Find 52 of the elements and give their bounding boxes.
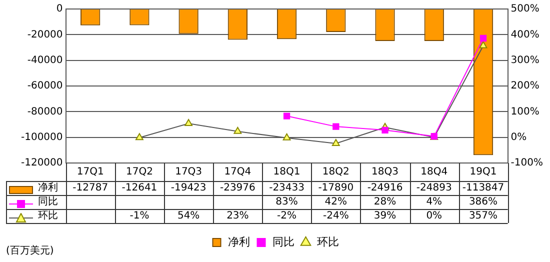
legend-label: 净利 <box>38 182 58 194</box>
y-tick-label: -100000 <box>20 132 63 143</box>
y2-tick-label: 100% <box>510 106 540 118</box>
data-label: 28% <box>374 196 396 208</box>
y-tick-label: -20000 <box>27 29 63 40</box>
legend-label: 环比 <box>316 235 339 248</box>
x-tick-label: 18Q4 <box>420 166 448 178</box>
data-label: -2% <box>277 210 297 222</box>
data-label: -23976 <box>220 182 256 194</box>
data-label: 54% <box>177 210 200 222</box>
text: (百万美元) <box>6 244 54 257</box>
data-label: -12641 <box>122 182 158 194</box>
y-tick-label: -60000 <box>27 80 63 92</box>
x-tick-label: 18Q3 <box>372 166 399 178</box>
text: 同比 <box>38 196 58 208</box>
y-tick-label: -80000 <box>27 106 63 118</box>
y-tick-label: -40000 <box>27 54 63 66</box>
data-label: -24916 <box>367 182 403 194</box>
y2-tick-label: 200% <box>510 80 540 92</box>
x-tick-label: 17Q2 <box>126 166 153 178</box>
data-label: -23433 <box>269 182 305 194</box>
data-label: -17890 <box>318 182 354 194</box>
y-tick-label: 0 <box>56 4 63 15</box>
x-tick-label: 17Q3 <box>175 166 202 178</box>
data-label: 357% <box>468 210 498 222</box>
y2-tick-label: 400% <box>510 29 540 40</box>
y2-tick-label: 500% <box>510 4 540 15</box>
data-label: -1% <box>130 210 150 222</box>
x-tick-label: 17Q4 <box>224 166 252 178</box>
x-tick-label: 17Q1 <box>76 166 104 178</box>
data-label: 4% <box>426 196 442 208</box>
data-label: 83% <box>276 196 298 208</box>
text: 净利 <box>228 235 250 248</box>
data-label: 39% <box>374 210 396 222</box>
y-tick-label: -120000 <box>20 158 63 169</box>
y2-tick-label: -100% <box>510 158 544 169</box>
data-label: -19423 <box>170 182 206 194</box>
y2-tick-label: 300% <box>510 54 540 66</box>
data-label: 386% <box>468 196 498 208</box>
x-tick-label: 18Q1 <box>273 166 300 178</box>
data-label: 23% <box>226 210 249 222</box>
data-label: -24893 <box>416 182 452 194</box>
data-label: -12787 <box>72 182 108 194</box>
text: 环比 <box>38 210 58 222</box>
x-tick-label: 18Q2 <box>322 166 350 178</box>
y2-tick-label: 0% <box>510 132 527 143</box>
data-label: -24% <box>322 210 349 222</box>
data-label: 42% <box>324 196 348 208</box>
legend-label: 同比 <box>272 235 294 248</box>
data-label: 0% <box>426 210 442 222</box>
x-tick-label: 19Q1 <box>470 166 497 178</box>
data-label: -113847 <box>462 182 504 194</box>
